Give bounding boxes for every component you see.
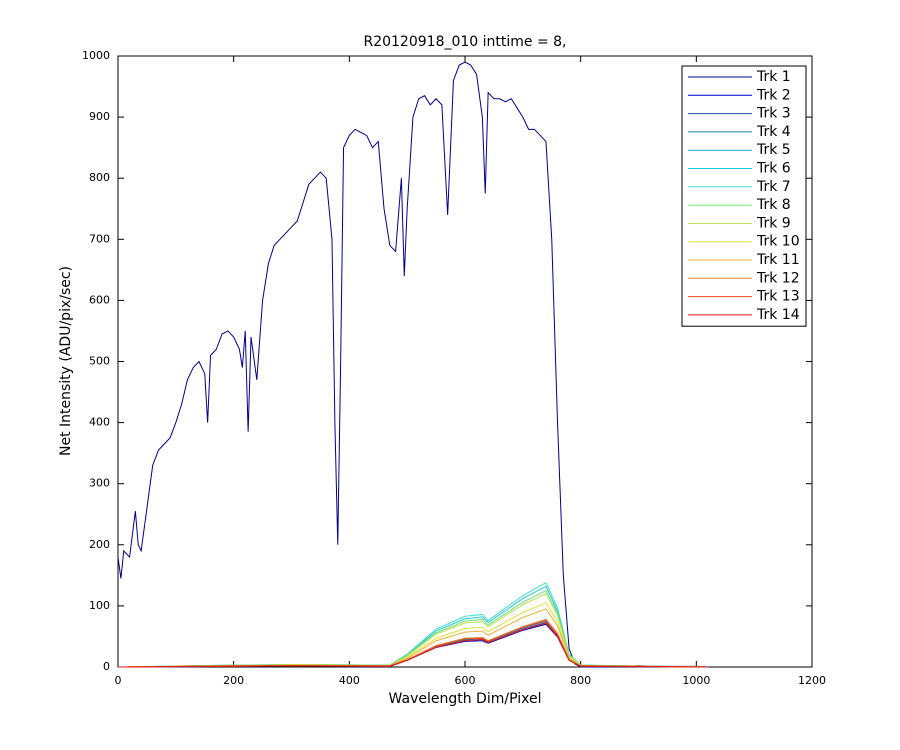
series-line	[117, 622, 708, 668]
y-tick-label: 900	[89, 110, 110, 123]
y-tick-label: 700	[89, 232, 110, 245]
y-tick-label: 300	[89, 477, 110, 490]
legend-label: Trk 9	[756, 215, 791, 231]
x-tick-label: 600	[455, 674, 476, 687]
x-tick-label: 1200	[798, 674, 826, 687]
y-tick-label: 400	[89, 416, 110, 429]
x-tick-label: 400	[339, 674, 360, 687]
x-tick-label: 0	[115, 674, 122, 687]
x-tick-label: 200	[223, 674, 244, 687]
legend-label: Trk 12	[756, 270, 800, 286]
y-tick-label: 800	[89, 171, 110, 184]
legend-label: Trk 14	[756, 307, 800, 323]
chart-title: R20120918_010 inttime = 8,	[363, 34, 566, 50]
y-tick-label: 1000	[82, 49, 110, 62]
legend-box	[681, 65, 807, 327]
y-axis-label: Net Intensity (ADU/pix/sec)	[58, 266, 74, 456]
y-tick-label: 200	[89, 538, 110, 551]
legend-label: Trk 2	[756, 87, 791, 103]
legend-label: Trk 8	[756, 197, 791, 213]
legend-label: Trk 3	[756, 106, 791, 122]
series-line	[117, 61, 711, 668]
legend-label: Trk 5	[756, 142, 791, 158]
y-tick-label: 600	[89, 293, 110, 306]
legend-label: Trk 7	[756, 179, 791, 195]
legend-label: Trk 6	[756, 161, 791, 177]
x-tick-label: 800	[570, 674, 591, 687]
legend-label: Trk 13	[756, 289, 800, 305]
y-tick-label: 500	[89, 355, 110, 368]
y-tick-label: 100	[89, 599, 110, 612]
y-tick-label: 0	[103, 660, 110, 673]
legend-label: Trk 1	[756, 69, 791, 85]
x-axis-label: Wavelength Dim/Pixel	[389, 691, 542, 707]
x-tick-label: 1000	[682, 674, 710, 687]
legend-label: Trk 10	[756, 234, 800, 250]
legend-label: Trk 4	[756, 124, 791, 140]
legend-label: Trk 11	[756, 252, 800, 268]
